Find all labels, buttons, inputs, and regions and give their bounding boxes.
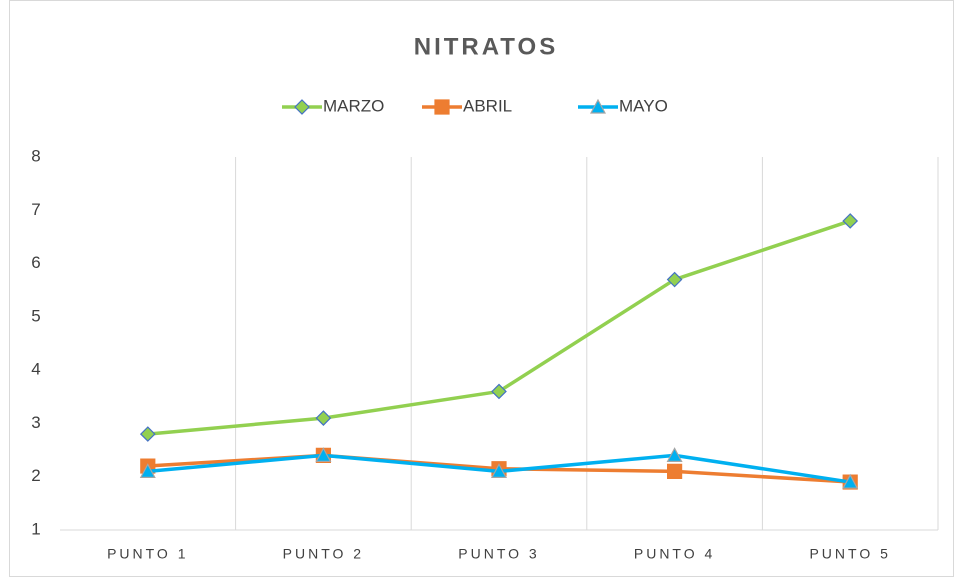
data-point [842,213,859,229]
legend-marker [589,98,607,114]
x-tick-label: PUNTO 2 [283,546,364,562]
y-tick-label: 5 [31,306,40,325]
x-tick-label: PUNTO 4 [634,546,715,562]
legend-marker [434,99,450,115]
legend-marker [294,99,310,115]
data-point [315,447,332,462]
legend-label: ABRIL [463,96,512,115]
data-point [491,383,507,400]
chart-title: NITRATOS [414,33,558,60]
legend-label: MAYO [619,96,668,115]
y-tick-label: 3 [31,413,40,432]
data-point [139,463,156,478]
x-tick-label: PUNTO 1 [107,546,188,562]
x-tick-label: PUNTO 5 [809,546,890,562]
legend-label: MARZO [323,96,384,115]
y-tick-label: 6 [31,253,40,272]
data-point [315,410,332,426]
data-point [666,447,683,462]
data-point [490,463,508,478]
data-point [139,426,156,442]
chart-border [9,0,954,577]
y-tick-label: 7 [31,200,40,219]
data-point [666,271,683,288]
y-tick-label: 1 [31,519,40,538]
x-tick-label: PUNTO 3 [458,546,539,562]
data-point [842,473,859,489]
y-tick-label: 2 [31,466,40,485]
data-point [667,463,683,479]
y-tick-label: 8 [31,146,40,165]
y-tick-label: 4 [31,360,40,379]
